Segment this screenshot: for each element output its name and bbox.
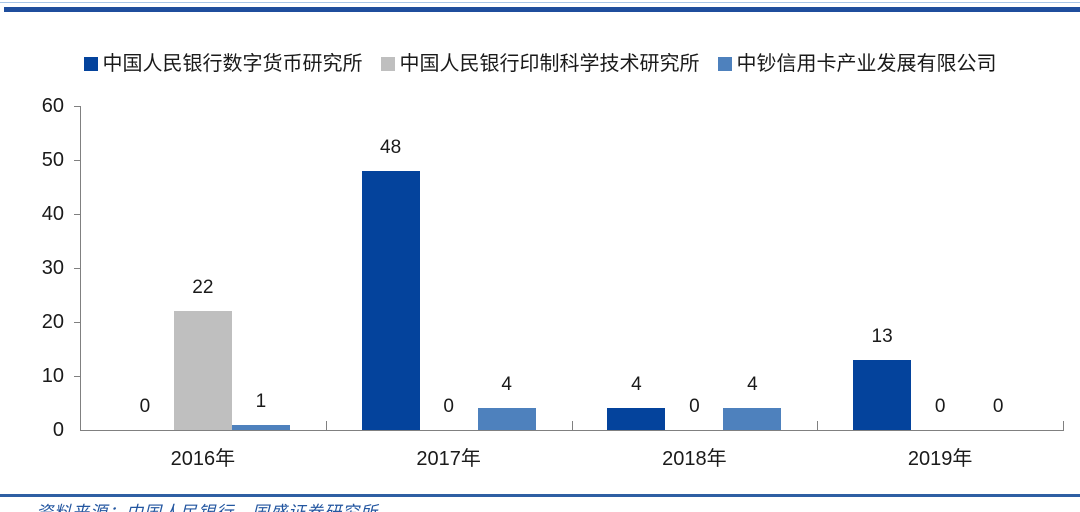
legend-label: 中国人民银行印制科学技术研究所	[399, 53, 700, 75]
x-axis-category-label: 2018年	[662, 448, 727, 470]
legend-swatch	[380, 57, 395, 71]
bar-value-label: 0	[992, 396, 1004, 417]
y-axis-tick-label: 0	[52, 419, 64, 441]
bar-value-label: 48	[380, 136, 402, 158]
legend-label: 中国人民银行数字货币研究所	[102, 53, 363, 75]
chart-legend: 中国人民银行数字货币研究所 中国人民银行印制科学技术研究所 中钞信用卡产业发展有限公…	[0, 52, 1080, 76]
bar-s3-c1	[231, 424, 290, 430]
x-axis-category-label: 2016年	[170, 448, 236, 470]
bar-value-label: 0	[443, 396, 454, 417]
legend-item-3: 中钞信用卡产业发展有限公司	[717, 52, 997, 76]
bar-value-label: 4	[631, 374, 642, 396]
y-axis-tick-label: 30	[41, 257, 64, 279]
bar-value-label: 13	[871, 325, 893, 347]
source-note: 资料来源：中国人民银行，国盛证券研究所	[36, 498, 378, 512]
y-axis-tick	[74, 160, 80, 161]
bar-s2-c1	[173, 311, 232, 430]
y-axis-tick-label: 50	[41, 149, 64, 171]
bar-value-label: 1	[255, 390, 267, 412]
x-axis-tick	[817, 421, 819, 430]
bottom-navy-rule	[0, 494, 1080, 497]
bar-value-label: 0	[139, 396, 151, 417]
y-axis-tick	[74, 268, 80, 269]
y-axis-tick	[74, 376, 80, 377]
x-axis-category-label: 2019年	[907, 448, 973, 470]
bar-value-label: 22	[192, 277, 214, 299]
y-axis-tick-label: 10	[41, 365, 64, 387]
y-axis-tick	[74, 322, 80, 323]
bar-value-label: 0	[934, 396, 946, 417]
y-axis-tick-label: 20	[41, 311, 64, 333]
y-axis-tick-label: 40	[41, 203, 64, 225]
legend-item-2: 中国人民银行印制科学技术研究所	[380, 52, 700, 76]
bar-value-label: 4	[501, 374, 512, 396]
legend-swatch	[83, 57, 98, 71]
top-light-rule	[0, 2, 1080, 3]
x-axis-tick	[325, 421, 327, 430]
legend-label: 中钞信用卡产业发展有限公司	[736, 53, 997, 75]
bar-s1-c4	[853, 359, 912, 430]
x-axis-category-label: 2017年	[416, 448, 481, 470]
x-axis-line	[80, 430, 1064, 431]
bar-value-label: 0	[689, 396, 700, 417]
bar-value-label: 4	[747, 374, 758, 396]
x-axis-tick	[571, 421, 573, 430]
bar-s1-c2	[361, 170, 420, 430]
bar-s3-c3	[723, 408, 782, 430]
legend-swatch	[717, 57, 732, 71]
y-axis-tick	[74, 214, 80, 215]
bar-s3-c2	[477, 408, 536, 430]
top-navy-rule	[4, 7, 1080, 12]
y-axis-line	[80, 106, 81, 430]
y-axis-tick	[74, 106, 80, 107]
x-axis-tick	[1063, 421, 1064, 430]
y-axis-tick-label: 60	[41, 95, 64, 117]
legend-item-1: 中国人民银行数字货币研究所	[83, 52, 363, 76]
bar-s1-c3	[607, 408, 666, 430]
